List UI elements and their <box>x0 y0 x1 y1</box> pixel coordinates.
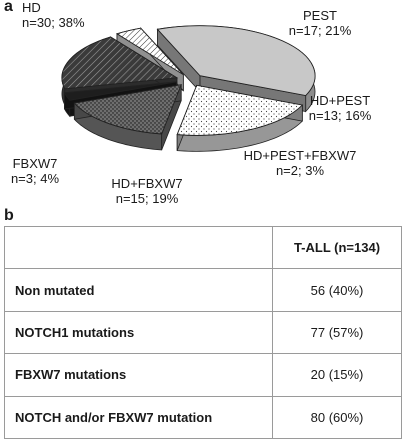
row-label: NOTCH and/or FBXW7 mutation <box>4 395 273 440</box>
row-value: 56 (40%) <box>272 268 402 312</box>
mutation-table: T-ALL (n=134) Non mutated 56 (40%) NOTCH… <box>4 225 402 440</box>
table-row: NOTCH and/or FBXW7 mutation 80 (60%) <box>4 395 402 440</box>
pie-slice-hd-plus-pest-plus-fbxw7 <box>63 81 177 101</box>
row-value: 77 (57%) <box>272 310 402 355</box>
table-row: FBXW7 mutations 20 (15%) <box>4 353 402 397</box>
pie-slice-labels: HD n=30; 38% PEST n=17; 21% HD+PEST n=13; 16%… <box>11 0 372 206</box>
row-label: Non mutated <box>4 268 273 312</box>
pie-label: HD n=30; 38% <box>22 0 85 30</box>
pie-slice-hd-plus-pest <box>73 84 182 135</box>
pie-label: FBXW7 n=3; 4% <box>11 156 60 186</box>
pie-chart: HD n=30; 38% PEST n=17; 21% HD+PEST n=13; 16%… <box>11 0 372 206</box>
table-row: Non mutated 56 (40%) <box>4 268 402 312</box>
row-label: NOTCH1 mutations <box>4 310 273 355</box>
pie-slice-fbxw7 <box>115 27 184 76</box>
pie-slice-tops <box>61 25 316 136</box>
pie-label: PEST n=17; 21% <box>289 8 352 38</box>
pie-slice-hd-plus-fbxw7 <box>61 36 179 90</box>
row-value: 20 (15%) <box>272 353 402 397</box>
row-value: 80 (60%) <box>272 395 402 440</box>
table-header-tall: T-ALL (n=134) <box>272 225 402 270</box>
pie-label: HD+FBXW7 n=15; 19% <box>111 176 182 206</box>
panel-b-letter: b <box>4 207 14 224</box>
pie-label: HD+PEST n=13; 16% <box>309 93 372 123</box>
pie-slice-hd <box>156 25 316 96</box>
row-label: FBXW7 mutations <box>4 353 273 397</box>
table-header-row: T-ALL (n=134) <box>4 225 402 270</box>
pie-label: HD+PEST+FBXW7 n=2; 3% <box>244 148 357 178</box>
pie-slice-pest <box>176 84 304 136</box>
panel-a-letter: a <box>4 0 13 15</box>
table-header-blank <box>4 225 273 270</box>
table-row: NOTCH1 mutations 77 (57%) <box>4 310 402 355</box>
